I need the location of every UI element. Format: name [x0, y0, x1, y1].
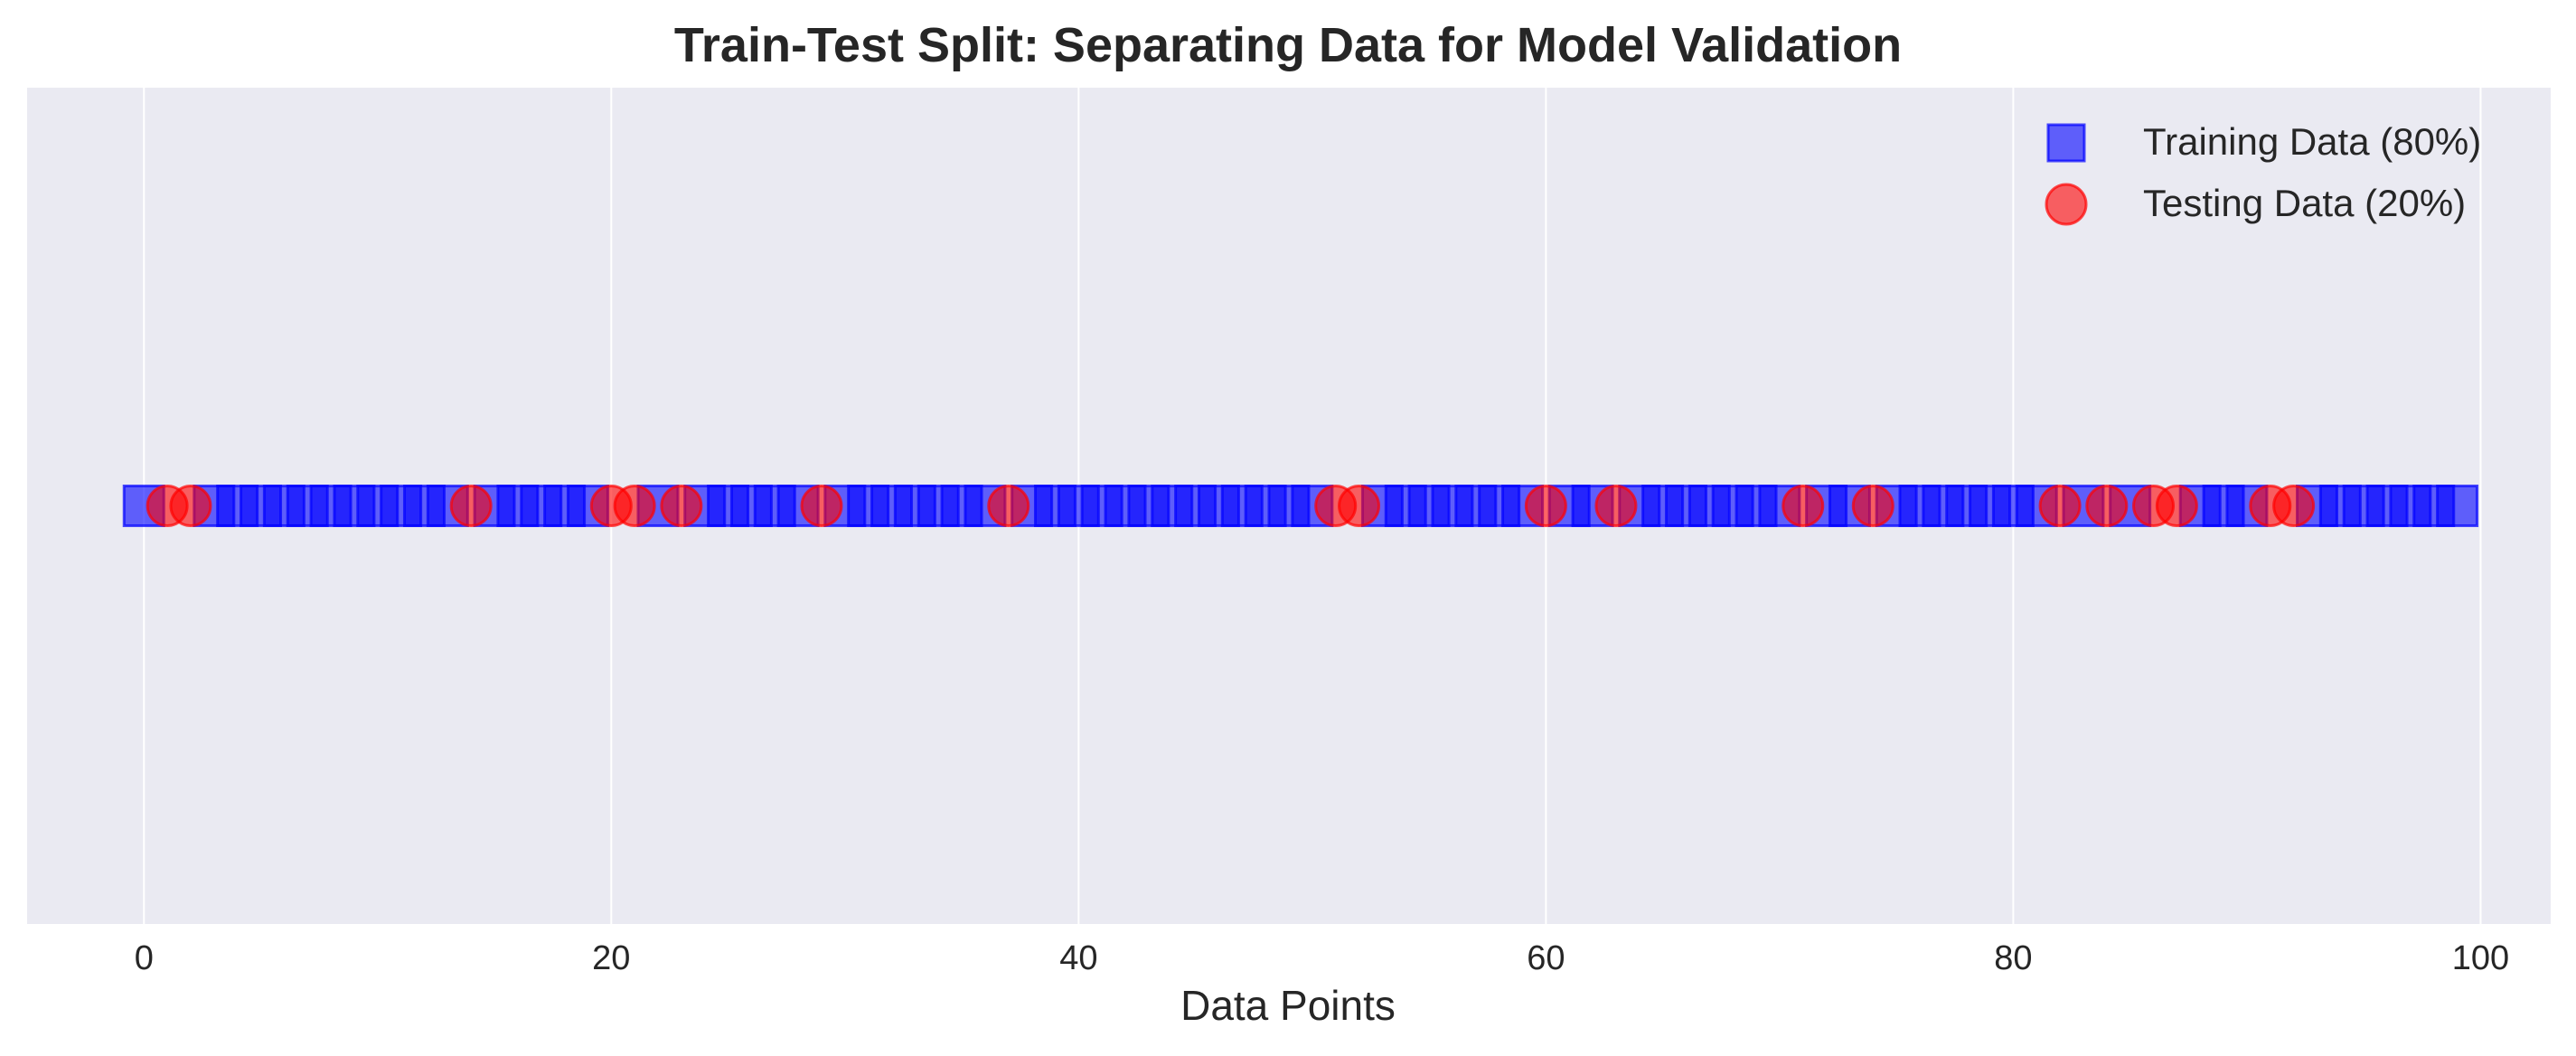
x-tick-label: 40: [1059, 939, 1097, 977]
testing-point: [2272, 485, 2316, 527]
testing-point: [169, 485, 212, 527]
legend-label-testing: Testing Data (20%): [2143, 182, 2466, 224]
testing-point: [1782, 485, 1825, 527]
legend-marker-training: [2046, 123, 2086, 163]
legend-marker-testing: [2045, 183, 2088, 226]
x-tick-label: 20: [592, 939, 630, 977]
testing-point: [449, 485, 493, 527]
testing-point: [1851, 485, 1894, 527]
testing-point: [2038, 485, 2082, 527]
x-tick-label: 100: [2452, 939, 2509, 977]
testing-point: [1594, 485, 1638, 527]
x-axis-label: Data Points: [1180, 982, 1396, 1029]
testing-point: [987, 485, 1030, 527]
testing-point: [1338, 485, 1381, 527]
legend-label-training: Training Data (80%): [2143, 120, 2481, 163]
testing-point: [2085, 485, 2129, 527]
legend: Training Data (80%) Testing Data (20%): [2045, 120, 2481, 226]
x-tick-label: 60: [1527, 939, 1565, 977]
testing-point: [2155, 485, 2198, 527]
x-tick-label: 0: [135, 939, 154, 977]
chart-title: Train-Test Split: Separating Data for Mo…: [674, 18, 1902, 72]
testing-point: [800, 485, 843, 527]
testing-point: [1524, 485, 1567, 527]
x-tick-label: 80: [1994, 939, 2032, 977]
testing-point: [660, 485, 703, 527]
x-axis-ticks: 0 20 40 60 80 100: [135, 939, 2509, 977]
training-point: [2436, 485, 2479, 527]
testing-series: [146, 485, 2316, 527]
testing-point: [613, 485, 656, 527]
